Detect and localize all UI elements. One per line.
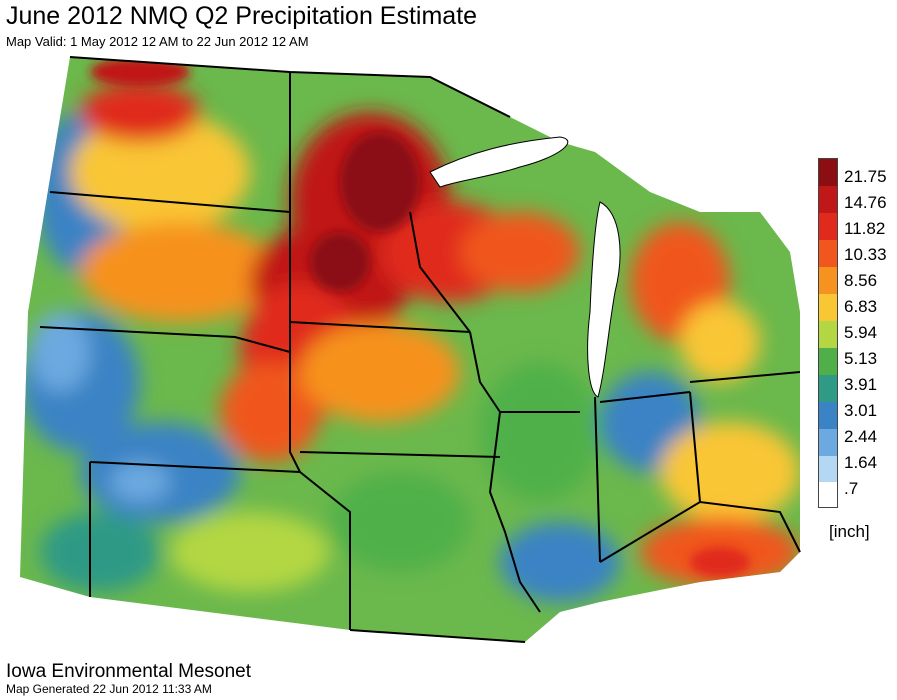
lake-superior	[429, 136, 569, 188]
legend-tick: 8.56	[844, 271, 878, 290]
legend-tick: 5.94	[844, 323, 878, 342]
legend-swatch	[819, 456, 837, 482]
precipitation-map	[20, 56, 801, 643]
legend-swatch	[819, 482, 837, 507]
legend-swatch	[819, 348, 837, 375]
legend-tick: 11.82	[844, 219, 886, 238]
legend-swatch	[819, 402, 837, 429]
legend-swatch	[819, 429, 837, 456]
legend-tick: 1.64	[844, 453, 878, 472]
legend-swatch	[819, 186, 837, 213]
legend-unit: [inch]	[829, 522, 870, 541]
legend-swatch	[819, 294, 837, 321]
state-borders	[39, 56, 801, 643]
legend-swatch	[819, 240, 837, 267]
legend-swatch	[819, 159, 837, 186]
legend-tick: 2.44	[844, 427, 878, 446]
legend-swatch	[819, 375, 837, 402]
legend-tick: .7	[844, 479, 859, 498]
legend-swatch	[819, 213, 837, 240]
legend-tick: 14.76	[844, 193, 887, 212]
legend-tick: 10.33	[844, 245, 887, 264]
legend-tick: 5.13	[844, 349, 878, 368]
generated-timestamp: Map Generated 22 Jun 2012 11:33 AM	[6, 682, 212, 696]
map-valid-range: Map Valid: 1 May 2012 12 AM to 22 Jun 20…	[6, 34, 309, 49]
legend-tick: 21.75	[844, 167, 887, 186]
legend-tick: 3.91	[844, 375, 878, 394]
precip-field	[20, 57, 800, 642]
legend-swatch	[819, 267, 837, 294]
legend-swatch	[819, 321, 837, 348]
lake-michigan	[587, 201, 621, 398]
organization-name: Iowa Environmental Mesonet	[6, 661, 252, 682]
legend-colorbar	[818, 158, 838, 508]
legend-tick: 3.01	[844, 401, 878, 420]
map-title: June 2012 NMQ Q2 Precipitation Estimate	[6, 2, 478, 30]
legend-tick: 6.83	[844, 297, 878, 316]
